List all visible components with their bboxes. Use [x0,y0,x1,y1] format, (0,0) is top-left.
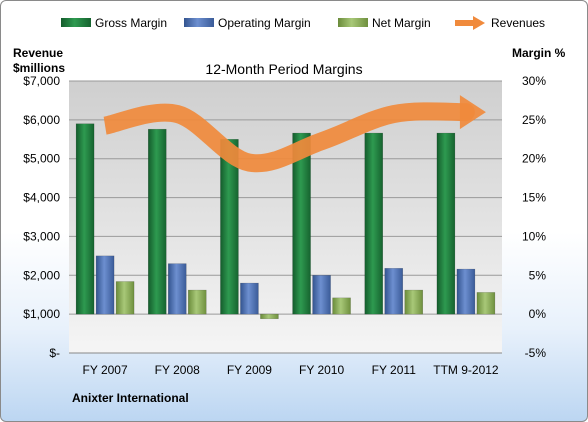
x-tick-label: FY 2010 [299,363,344,377]
chart-title: 12-Month Period Margins [205,61,362,77]
bar-net-margin [332,297,351,315]
bar-gross-margin [148,128,167,315]
bar-gross-margin [75,123,95,315]
legend-label-operating-margin: Operating Margin [218,16,311,30]
bar-operating-margin [456,268,476,315]
bar-operating-margin [240,282,259,315]
legend: Gross Margin Operating Margin Net Margin… [61,16,545,30]
right-tick-label: 30% [522,74,546,88]
company-name: Anixter International [72,391,189,405]
bar-gross-margin [220,139,239,315]
bar-operating-margin [384,268,403,315]
x-tick-label: FY 2009 [227,363,272,377]
bar-operating-margin [168,263,187,315]
legend-label-net-margin: Net Margin [372,16,431,30]
revenue-point [104,124,107,127]
left-tick-label: $7,000 [23,74,60,88]
plot-area [69,81,502,353]
right-tick-label: 25% [522,113,546,127]
revenue-line [103,102,475,173]
x-axis-ticks: FY 2007 FY 2008 FY 2009 FY 2010 FY 2011 TTM 9… [83,363,499,377]
legend-swatch-operating-margin [184,18,214,27]
left-axis-label-line1: Revenue [13,46,63,60]
revenue-arrowhead [459,95,486,130]
bars [75,123,496,320]
left-axis-ticks: $- $1,000 $2,000 $3,000 $4,000 $5,000 $6,000 $7… [23,74,60,360]
legend-swatch-net-margin [338,18,368,27]
bar-gross-margin [292,132,311,315]
left-tick-label: $2,000 [23,268,60,282]
revenue-point [248,161,251,164]
bar-operating-margin [312,275,331,315]
left-tick-label: $- [49,346,60,360]
left-tick-label: $4,000 [23,191,60,205]
right-tick-label: -5% [525,346,547,360]
right-tick-label: 5% [529,268,547,282]
left-tick-label: $3,000 [23,229,60,243]
bar-operating-margin [95,255,115,315]
left-tick-label: $5,000 [23,152,60,166]
right-tick-label: 15% [522,191,546,205]
left-axis-label-line2: $millions [13,61,65,75]
legend-arrowhead-revenues [473,16,485,30]
left-tick-label: $1,000 [23,307,60,321]
bar-net-margin [115,281,135,315]
legend-label-gross-margin: Gross Margin [95,16,167,30]
revenue-point [320,140,323,143]
bar-gross-margin [436,132,456,315]
x-tick-label: FY 2008 [155,363,200,377]
bar-net-margin [188,289,207,315]
revenue-point [392,113,395,116]
right-tick-label: 0% [529,307,547,321]
bar-net-margin [476,292,496,315]
bar-net-margin [404,289,423,315]
right-axis-ticks: -5% 0% 5% 10% 15% 20% 25% 30% [522,74,546,360]
left-tick-label: $6,000 [23,113,60,127]
revenue-arrow [103,95,486,173]
x-tick-label: FY 2007 [83,363,128,377]
revenue-point [464,111,467,114]
right-tick-label: 10% [522,229,546,243]
x-tick-label: FY 2011 [372,363,417,377]
legend-label-revenues: Revenues [491,16,545,30]
right-tick-label: 20% [522,152,546,166]
bar-net-margin [260,313,279,320]
right-axis-label: Margin % [512,46,566,60]
bar-gross-margin [364,132,383,315]
legend-swatch-gross-margin [61,18,91,27]
revenue-point [176,113,179,116]
x-tick-label: TTM 9-2012 [433,363,499,377]
